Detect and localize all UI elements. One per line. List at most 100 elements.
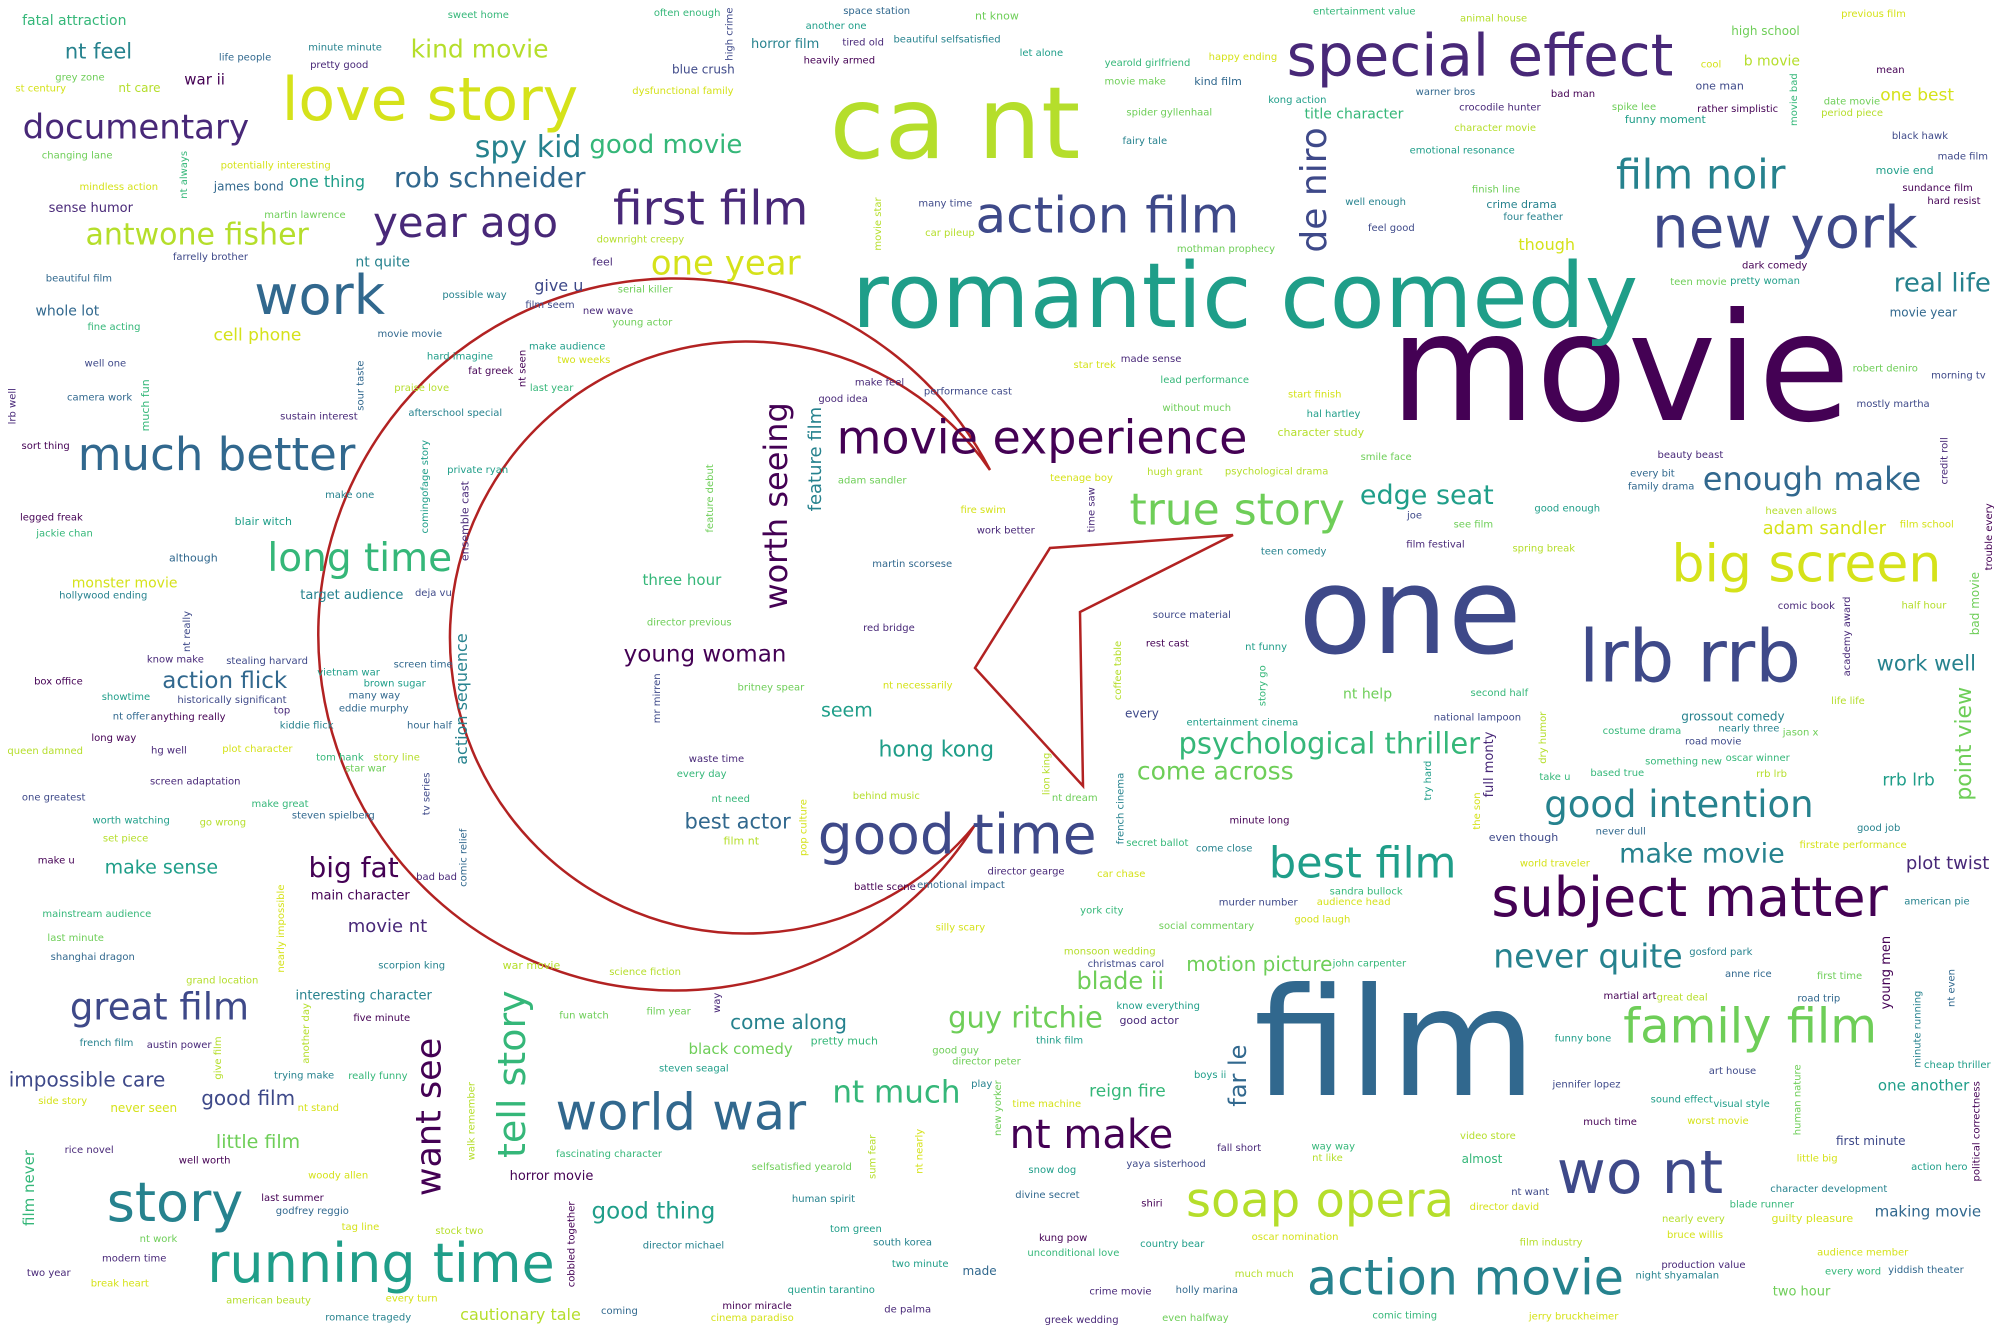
word-fun-watch: fun watch	[559, 1010, 608, 1021]
word-teen-comedy: teen comedy	[1261, 547, 1327, 558]
word-best-actor: best actor	[684, 810, 791, 834]
word-funny-bone: funny bone	[1555, 1034, 1612, 1045]
word-brown-sugar: brown sugar	[364, 679, 427, 690]
word-year-ago: year ago	[373, 198, 558, 247]
word-many-way: many way	[349, 690, 401, 701]
word-lrb-well: lrb well	[8, 388, 19, 424]
word-sour-taste: sour taste	[356, 360, 367, 410]
word-enough-make: enough make	[1703, 460, 1921, 498]
word-half-hour: half hour	[1901, 600, 1947, 611]
word-lion-king: lion king	[1041, 753, 1052, 795]
word-last-summer: last summer	[261, 1193, 324, 1204]
word-big-fat: big fat	[308, 851, 398, 884]
word-feature-debut: feature debut	[705, 464, 716, 532]
word-lead-performance: lead performance	[1160, 375, 1249, 386]
word-anything-really: anything really	[151, 712, 226, 723]
word-period-piece: period piece	[1821, 108, 1883, 119]
word-story: story	[107, 1171, 244, 1234]
word-start-finish: start finish	[1288, 389, 1341, 400]
word-worth-watching: worth watching	[92, 816, 169, 827]
word-every-day: every day	[677, 769, 727, 780]
word-film-festival: film festival	[1406, 539, 1464, 550]
word-boys-ii: boys ii	[1194, 1070, 1226, 1081]
word-first-film: first film	[613, 182, 808, 237]
word-family-film: family film	[1623, 998, 1877, 1054]
word-film-seem: film seem	[525, 300, 574, 311]
word-costume-drama: costume drama	[1603, 726, 1682, 737]
word-antwone-fisher: antwone fisher	[85, 218, 309, 253]
word-best-film: best film	[1269, 839, 1457, 889]
word-much-fun: much fun	[139, 379, 152, 431]
word-steven-seagal: steven seagal	[659, 1064, 729, 1075]
word-every: every	[1125, 707, 1159, 721]
word-kind-movie: kind movie	[411, 35, 549, 64]
word-one-year: one year	[651, 244, 801, 284]
word-worst-movie: worst movie	[1687, 1116, 1748, 1127]
word-special-effect: special effect	[1287, 21, 1674, 89]
word-fat-greek: fat greek	[468, 366, 513, 377]
word-never-quite: never quite	[1493, 936, 1682, 975]
word-dark-comedy: dark comedy	[1742, 260, 1807, 271]
word-high-crime: high crime	[724, 7, 735, 60]
word-snow-dog: snow dog	[1028, 1165, 1076, 1176]
word-bruce-willis: bruce willis	[1667, 1230, 1723, 1241]
word-motion-picture: motion picture	[1186, 952, 1332, 976]
word-praise-love: praise love	[394, 383, 449, 394]
word-think-film: think film	[1036, 1036, 1083, 1047]
word-camera-work: camera work	[67, 392, 132, 403]
word-know-everything: know everything	[1116, 1001, 1200, 1012]
word-try-hard: try hard	[1423, 761, 1434, 801]
word-star-trek: star trek	[1074, 360, 1117, 371]
word-bad-movie: bad movie	[1968, 572, 1982, 635]
word-joe: joe	[1406, 510, 1422, 521]
word-movie-year: movie year	[1890, 305, 1958, 319]
word-john-carpenter: john carpenter	[1332, 959, 1407, 970]
word-quentin-tarantino: quentin tarantino	[788, 1285, 875, 1296]
word-good-job: good job	[1857, 823, 1900, 834]
word-well-one: well one	[85, 358, 127, 369]
word-mr-mirren: mr mirren	[652, 673, 663, 723]
word-title-character: title character	[1304, 107, 1403, 123]
word-oscar-nomination: oscar nomination	[1252, 1232, 1339, 1243]
word-almost: almost	[1462, 1152, 1503, 1166]
word-sustain-interest: sustain interest	[280, 411, 358, 422]
word-character-movie: character movie	[1454, 123, 1536, 134]
word-nt-make: nt make	[1010, 1112, 1174, 1158]
word-road-trip: road trip	[1797, 994, 1840, 1005]
word-good-film: good film	[201, 1086, 295, 1110]
word-true-story: true story	[1129, 485, 1345, 536]
word-movie-bad: movie bad	[1789, 73, 1800, 126]
word-film-year: film year	[646, 1006, 691, 1017]
word-fairy-tale: fairy tale	[1123, 136, 1168, 147]
word-pretty-much: pretty much	[811, 1035, 878, 1048]
word-modern-time: modern time	[102, 1254, 166, 1265]
word-two-minute: two minute	[892, 1259, 949, 1270]
word-whole-lot: whole lot	[35, 304, 99, 320]
word-martin-lawrence: martin lawrence	[264, 210, 345, 221]
word-great-film: great film	[70, 986, 249, 1029]
word-even-halfway: even halfway	[1162, 1313, 1229, 1324]
word-go-wrong: go wrong	[200, 817, 247, 828]
word-ca-nt: ca nt	[830, 65, 1081, 182]
word-emotional-impact: emotional impact	[917, 880, 1005, 891]
word-art-house: art house	[1709, 1066, 1757, 1077]
word-make-movie: make movie	[1619, 839, 1785, 870]
word-minute-long: minute long	[1229, 816, 1289, 827]
word-beauty-beast: beauty beast	[1658, 450, 1724, 461]
word-come-close: come close	[1196, 844, 1252, 855]
word-nt-really: nt really	[182, 611, 193, 652]
word-often-enough: often enough	[654, 8, 721, 19]
word-young-men: young men	[1879, 936, 1894, 1009]
word-time-saw: time saw	[1086, 487, 1097, 532]
word-rice-novel: rice novel	[65, 1145, 114, 1156]
word-mindless-action: mindless action	[80, 182, 159, 193]
word-comic-book: comic book	[1778, 601, 1835, 612]
word-nt-want: nt want	[1511, 1187, 1549, 1198]
word-emotional-resonance: emotional resonance	[1410, 146, 1515, 157]
word-war-ii: war ii	[184, 70, 225, 88]
word-two-hour: two hour	[1773, 1284, 1831, 1299]
word-director-david: director david	[1470, 1202, 1540, 1213]
word-human-nature: human nature	[1793, 1064, 1804, 1135]
word-time-machine: time machine	[1012, 1099, 1081, 1110]
